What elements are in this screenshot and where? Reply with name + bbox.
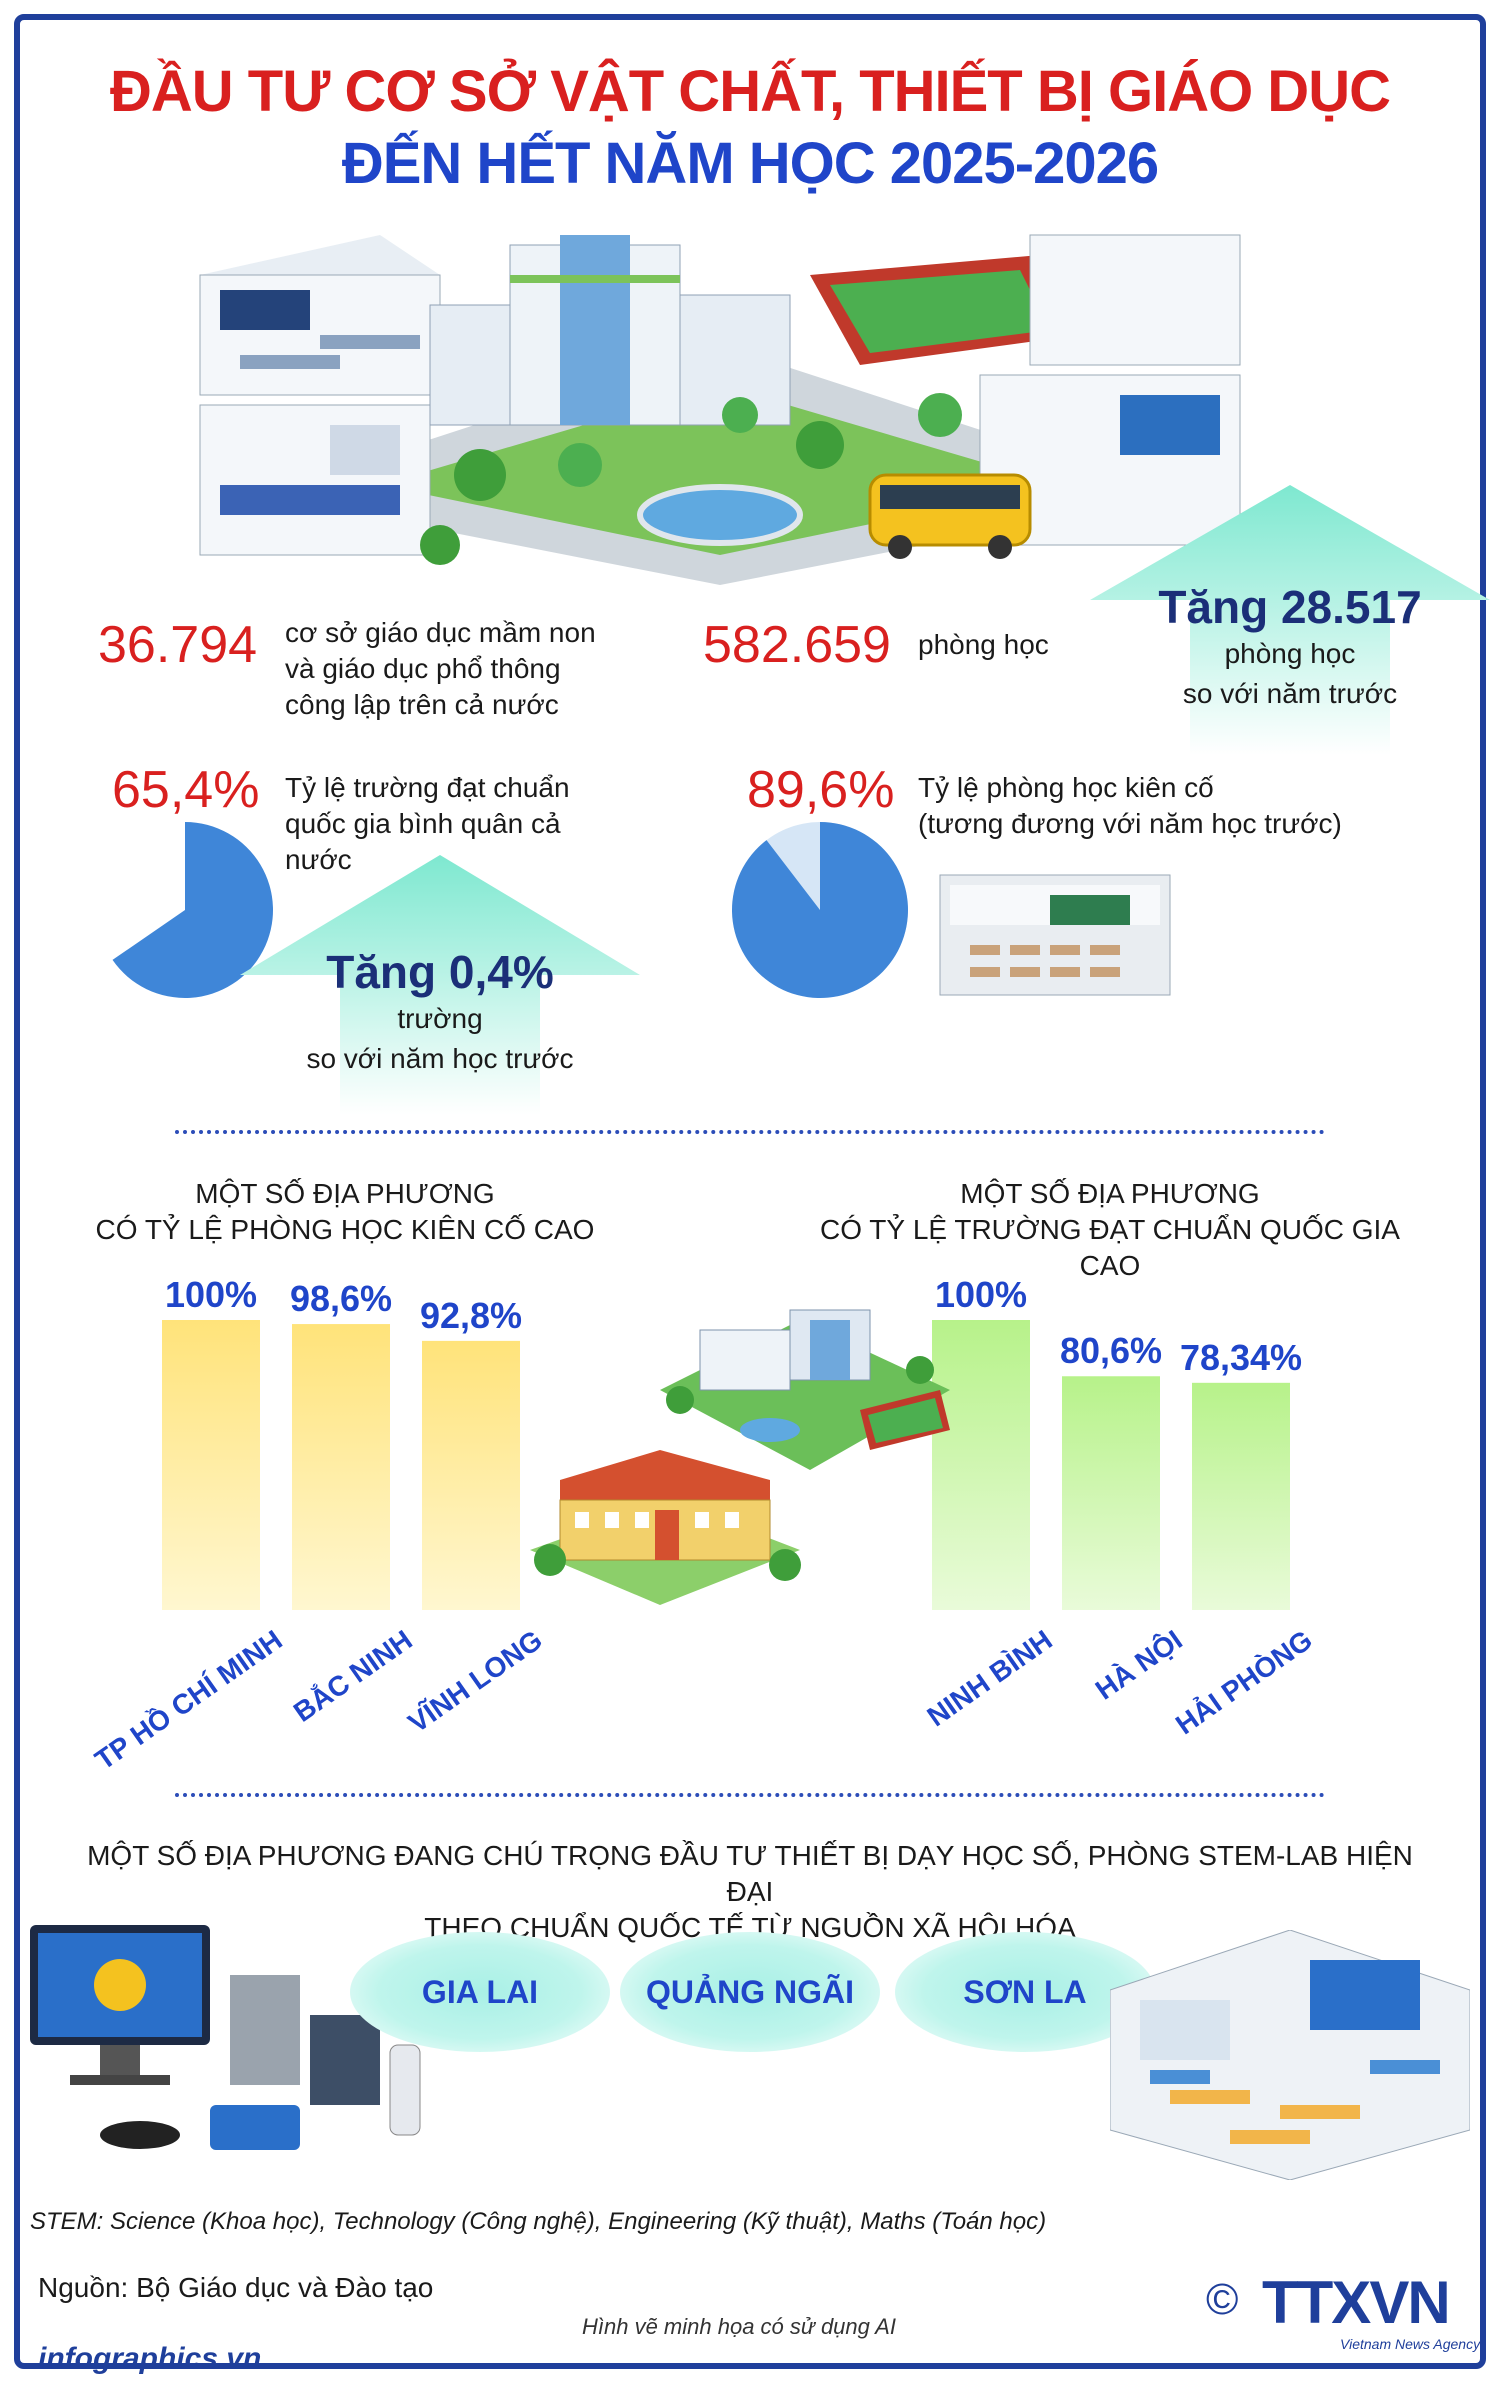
solid-heading-line-2: CÓ TỶ LỆ PHÒNG HỌC KIÊN CỐ CAO <box>95 1214 595 1245</box>
province-quang-ngai: QUẢNG NGÃI <box>620 1932 880 2052</box>
school-campus-illustration <box>199 234 1241 585</box>
standard-increase-text: Tăng 0,4% trường so với năm học trước <box>290 945 590 1079</box>
standard-section-heading: MỘT SỐ ĐỊA PHƯƠNG CÓ TỶ LỆ TRƯỜNG ĐẠT CH… <box>800 1176 1420 1284</box>
solid-heading-line-1: MỘT SỐ ĐỊA PHƯƠNG <box>195 1178 495 1209</box>
stem-heading-line-1: MỘT SỐ ĐỊA PHƯƠNG ĐANG CHÚ TRỌNG ĐẦU TƯ … <box>87 1840 1413 1907</box>
solid-section-heading: MỘT SỐ ĐỊA PHƯƠNG CÓ TỶ LỆ PHÒNG HỌC KIÊ… <box>80 1176 610 1248</box>
solid-rate-pie-slice <box>732 822 908 998</box>
standard-rate-pie <box>97 822 273 998</box>
standard-bar-1 <box>932 1320 1030 1610</box>
solid-bar-value-3: 92,8% <box>419 1294 523 1336</box>
solid-desc-line-1: Tỷ lệ phòng học kiên cố <box>918 772 1214 803</box>
source-text: Nguồn: Bộ Giáo dục và Đào tạo <box>38 2272 434 2303</box>
solid-bar-chart <box>162 1320 520 1610</box>
classroom-illustration <box>939 874 1171 996</box>
rooms-increase-text: Tăng 28.517 phòng học so với năm trước <box>1140 580 1440 714</box>
digital-equipment-illustration <box>30 1925 421 2150</box>
standard-bar-3 <box>1192 1382 1290 1610</box>
solid-bar-2 <box>292 1324 390 1610</box>
standard-rate-description: Tỷ lệ trường đạt chuẩn quốc gia bình quâ… <box>285 770 570 878</box>
divider-1 <box>175 1130 1325 1134</box>
standard-heading-line-2: CÓ TỶ LỆ TRƯỜNG ĐẠT CHUẨN QUỐC GIA CAO <box>819 1214 1400 1281</box>
solid-desc-line-2: (tương đương với năm học trước) <box>918 808 1342 839</box>
standard-desc-line-3: nước <box>285 844 352 875</box>
copyright-symbol: © <box>1206 2275 1239 2324</box>
standard-bar-value-3: 78,34% <box>1179 1336 1303 1378</box>
site-link[interactable]: infographics.vn <box>38 2342 262 2375</box>
schools-description: cơ sở giáo dục mầm non và giáo dục phổ t… <box>285 615 596 723</box>
rooms-description: phòng học <box>918 629 1049 660</box>
rooms-count: 582.659 <box>703 616 891 674</box>
stem-lab-illustration <box>1110 1930 1470 2180</box>
solid-bar-3 <box>422 1340 520 1610</box>
standard-increase-arrow <box>240 855 640 1115</box>
ttxvn-logo: TTXVN <box>1262 2269 1451 2336</box>
stem-section-heading: MỘT SỐ ĐỊA PHƯƠNG ĐANG CHÚ TRỌNG ĐẦU TƯ … <box>80 1838 1420 1946</box>
divider-2 <box>175 1793 1325 1797</box>
rooms-increase-line-1: phòng học <box>1224 638 1356 669</box>
stem-note: STEM: Science (Khoa học), Technology (Cô… <box>30 2208 1047 2235</box>
standard-bar-chart <box>932 1320 1290 1610</box>
schools-desc-line-2: và giáo dục phổ thông <box>285 653 561 684</box>
standard-rate-value: 65,4% <box>112 761 260 819</box>
standard-heading-line-1: MỘT SỐ ĐỊA PHƯƠNG <box>960 1178 1260 1209</box>
ai-note: Hình vẽ minh họa có sử dụng AI <box>582 2314 896 2339</box>
rooms-increase-line-2: so với năm trước <box>1182 678 1398 709</box>
page-title: ĐẦU TƯ CƠ SỞ VẬT CHẤT, THIẾT BỊ GIÁO DỤC <box>110 59 1391 124</box>
page-subtitle: ĐẾN HẾT NĂM HỌC 2025-2026 <box>341 131 1159 196</box>
schools-count: 36.794 <box>98 616 258 674</box>
standard-increase-line-1: trường <box>397 1003 483 1034</box>
standard-desc-line-2: quốc gia bình quân cả <box>285 808 561 839</box>
modern-school-illustration <box>660 1309 950 1470</box>
standard-increase-line-2: so với năm học trước <box>306 1043 574 1074</box>
standard-desc-line-1: Tỷ lệ trường đạt chuẩn <box>285 772 570 803</box>
standard-rate-pie-slice <box>112 822 273 998</box>
traditional-school-illustration <box>530 1450 801 1605</box>
standard-bar-value-1: 100% <box>934 1274 1028 1315</box>
solid-rate-description: Tỷ lệ phòng học kiên cố (tương đương với… <box>918 770 1342 842</box>
rooms-increase-arrow <box>1090 485 1490 755</box>
standard-bar-2 <box>1062 1376 1160 1610</box>
solid-bar-value-1: 100% <box>164 1274 258 1315</box>
page-frame <box>14 14 1486 2369</box>
solid-bar-value-2: 98,6% <box>289 1278 393 1320</box>
solid-rate-pie <box>732 822 908 998</box>
solid-bar-1 <box>162 1320 260 1610</box>
province-gia-lai: GIA LAI <box>350 1932 610 2052</box>
standard-increase-head: Tăng 0,4% <box>326 946 554 998</box>
schools-desc-line-1: cơ sở giáo dục mầm non <box>285 617 596 648</box>
solid-rate-value: 89,6% <box>747 761 895 819</box>
schools-desc-line-3: công lập trên cả nước <box>285 689 559 720</box>
standard-bar-value-2: 80,6% <box>1059 1330 1163 1372</box>
ttxvn-logo-subtitle: Vietnam News Agency <box>1340 2336 1481 2352</box>
rooms-increase-head: Tăng 28.517 <box>1158 581 1422 633</box>
